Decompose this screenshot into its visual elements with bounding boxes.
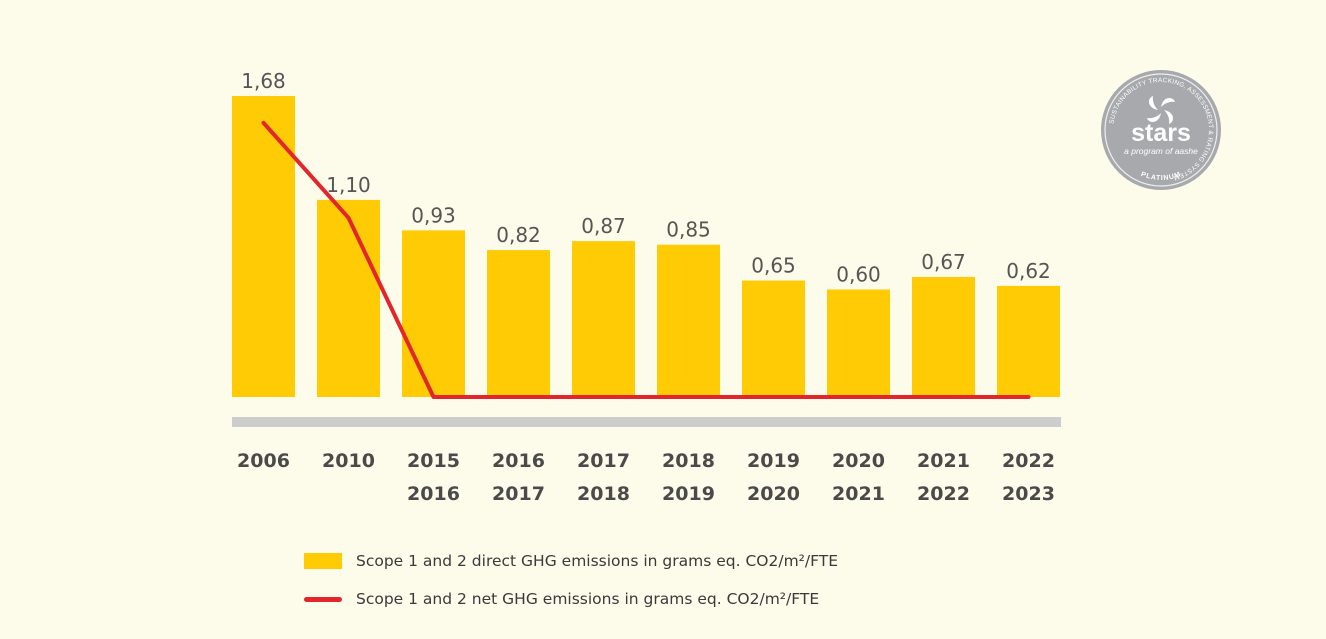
bar-value-label: 1,10 xyxy=(326,173,371,197)
stars-platinum-badge: SUSTAINABILITY TRACKING, ASSESSMENT & RA… xyxy=(1101,70,1221,190)
bar-7 xyxy=(827,289,890,397)
badge-tagline: a program of aashe xyxy=(1124,146,1198,156)
net-emissions-line xyxy=(261,120,1031,399)
bar-1 xyxy=(317,199,380,397)
bar-value-label: 0,62 xyxy=(1006,259,1051,283)
x-tick-label: 2015 xyxy=(407,450,460,472)
x-tick-label: 2022 xyxy=(1002,450,1055,472)
legend-line-swatch xyxy=(304,596,342,602)
bar-4 xyxy=(572,241,635,397)
bar-value-label: 0,65 xyxy=(751,254,796,278)
legend-label-direct: Scope 1 and 2 direct GHG emissions in gr… xyxy=(356,552,839,570)
x-tick-label: 2020 xyxy=(832,450,885,472)
x-tick-label: 2018 xyxy=(577,483,630,505)
bar-5 xyxy=(657,244,720,397)
bar-value-label: 1,68 xyxy=(241,69,286,93)
bar-6 xyxy=(742,280,805,397)
x-tick-label: 2018 xyxy=(662,450,715,472)
pinwheel-icon xyxy=(1147,96,1175,124)
svg-text:PLATINUM: PLATINUM xyxy=(1140,171,1182,182)
bar-value-label: 0,60 xyxy=(836,263,881,287)
bar-group: 1,68 1,10 0,93 0,82 0,87 0,85 0,65 0,60 0,67 0,62 xyxy=(232,69,1060,397)
x-tick-label: 2017 xyxy=(577,450,630,472)
legend: Scope 1 and 2 direct GHG emissions in gr… xyxy=(304,550,838,626)
badge-name: stars xyxy=(1131,119,1191,147)
x-tick-label: 2016 xyxy=(492,450,545,472)
x-tick-label: 2006 xyxy=(237,450,290,472)
bar-value-label: 0,82 xyxy=(496,223,541,247)
x-tick-label: 2016 xyxy=(407,483,460,505)
badge-level-text: PLATINUM xyxy=(1140,171,1182,182)
x-tick-label: 2017 xyxy=(492,483,545,505)
x-tick-label: 2019 xyxy=(747,450,800,472)
x-tick-label: 2019 xyxy=(662,483,715,505)
bar-2 xyxy=(402,230,465,397)
bar-value-label: 0,67 xyxy=(921,250,966,274)
x-tick-label: 2021 xyxy=(917,450,970,472)
bar-value-label: 0,85 xyxy=(666,218,711,242)
x-tick-label: 2022 xyxy=(917,483,970,505)
bar-0 xyxy=(232,96,295,397)
bar-value-label: 0,87 xyxy=(581,214,626,238)
legend-label-net: Scope 1 and 2 net GHG emissions in grams… xyxy=(356,590,820,608)
bar-8 xyxy=(912,276,975,397)
x-tick-label: 2010 xyxy=(322,450,375,472)
legend-bar-swatch xyxy=(304,553,342,569)
bar-9 xyxy=(997,285,1060,397)
x-tick-label: 2020 xyxy=(747,483,800,505)
bar-value-label: 0,93 xyxy=(411,203,456,227)
legend-item-direct: Scope 1 and 2 direct GHG emissions in gr… xyxy=(304,550,838,572)
x-tick-label: 2021 xyxy=(832,483,885,505)
x-tick-labels: 2006 2010 2015 2016 2016 2017 2017 2018 2018 2019… xyxy=(237,450,1055,505)
bar-3 xyxy=(487,250,550,397)
net-emissions-line-group xyxy=(261,120,1031,399)
x-tick-label: 2023 xyxy=(1002,483,1055,505)
x-axis-baseline xyxy=(232,417,1061,427)
legend-item-net: Scope 1 and 2 net GHG emissions in grams… xyxy=(304,588,838,610)
